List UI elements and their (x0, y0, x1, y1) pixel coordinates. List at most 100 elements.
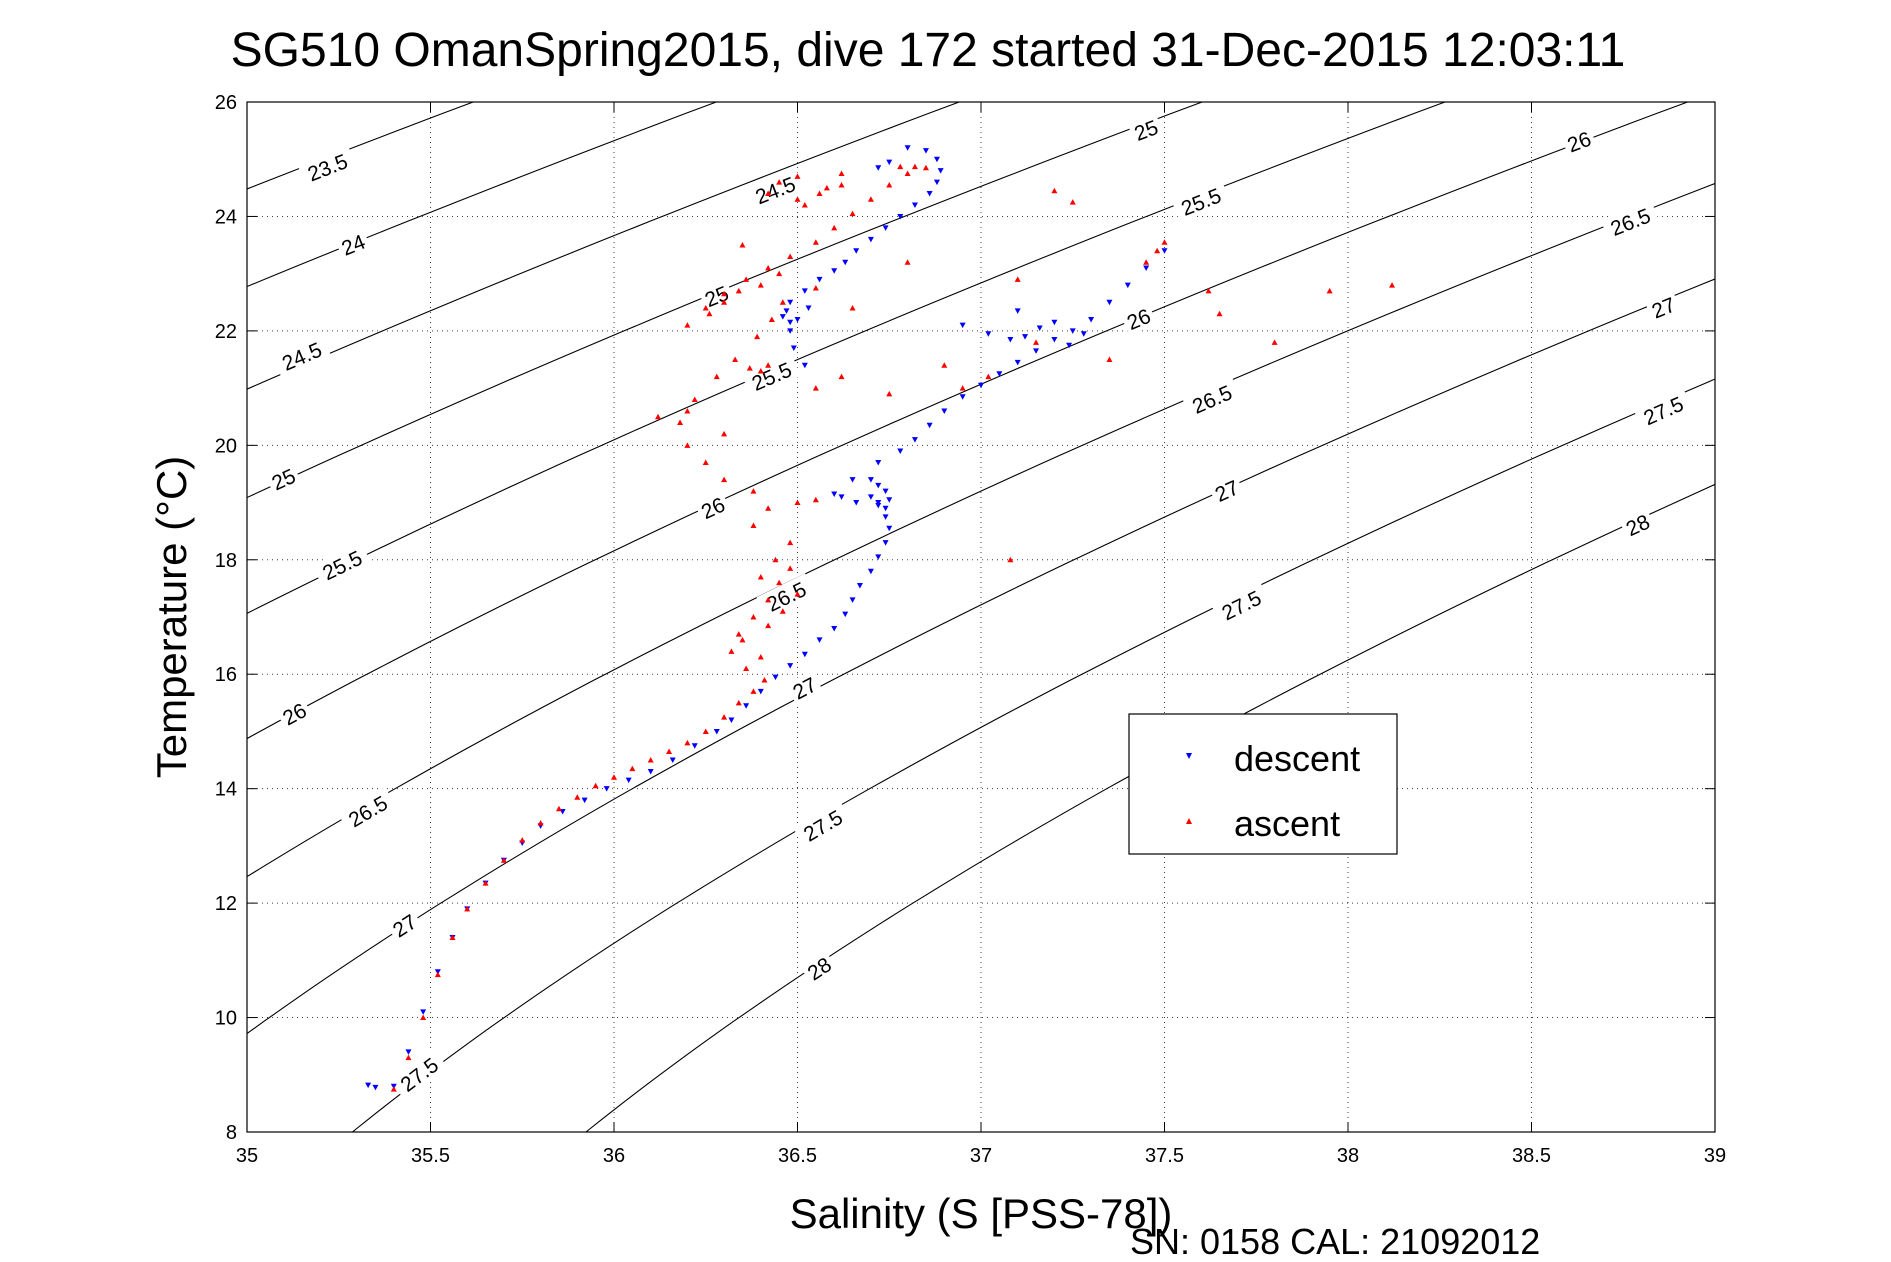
ascent-point (1069, 199, 1076, 205)
y-tick-label: 18 (215, 550, 237, 572)
ascent-point (886, 181, 893, 188)
contour-label-background (1207, 473, 1246, 508)
descent-point (1014, 359, 1021, 366)
ascent-point (776, 270, 783, 277)
ascent-point (537, 820, 544, 826)
ascent-point (750, 522, 757, 528)
y-tick-label: 22 (215, 321, 237, 343)
descent-point (882, 488, 889, 495)
descent-point (933, 156, 940, 163)
descent-point (922, 148, 929, 154)
descent-point (897, 448, 904, 455)
descent-point (882, 514, 889, 520)
descent-point (647, 769, 654, 775)
ascent-point (739, 636, 746, 643)
contour-label-background (745, 168, 805, 211)
descent-point (886, 525, 893, 532)
contour-label-background (334, 227, 372, 261)
ascent-point (647, 757, 654, 763)
contour-label-background (793, 801, 853, 849)
ascent-point (1051, 187, 1058, 194)
ascent-point (434, 971, 441, 978)
x-tick-label: 38 (1337, 1145, 1359, 1167)
descent-point (805, 305, 812, 311)
ascent-point (702, 728, 709, 734)
legend-marker-descent (1186, 753, 1192, 759)
x-tick-label: 37.5 (1145, 1145, 1184, 1167)
descent-point (856, 583, 863, 589)
ascent-point (794, 591, 801, 597)
descent-point (1080, 331, 1087, 337)
ascent-point (735, 699, 742, 706)
descent-point (867, 477, 874, 483)
ascent-point (812, 385, 819, 391)
ascent-point (823, 184, 830, 191)
descent-point (831, 268, 838, 274)
ascent-point (1007, 556, 1014, 563)
descent-point (875, 460, 882, 466)
descent-point (1007, 336, 1014, 343)
descent-point (581, 797, 588, 804)
ascent-point (911, 163, 918, 170)
ascent-point (449, 934, 456, 940)
ascent-point (702, 305, 709, 311)
descent-point (787, 328, 794, 334)
descent-point (911, 202, 918, 208)
descent-point (787, 299, 794, 306)
y-tick-label: 12 (215, 893, 237, 915)
ascent-point (838, 181, 845, 188)
ascent-point (655, 413, 662, 420)
ascent-point (1389, 282, 1396, 288)
x-tick-label: 36.5 (778, 1145, 817, 1167)
descent-point (849, 477, 856, 483)
descent-point (713, 728, 720, 735)
y-axis-label: Temperature (°C) (148, 456, 195, 779)
legend-box (1128, 713, 1398, 855)
descent-point (1033, 348, 1040, 354)
descent-point (882, 505, 889, 512)
ascent-point (816, 190, 823, 197)
legend-label-ascent: ascent (1234, 803, 1340, 844)
ascent-point (750, 614, 757, 620)
ascent-point (706, 310, 713, 317)
ascent-point (772, 556, 779, 563)
ascent-point (1106, 356, 1113, 362)
descent-point (801, 288, 808, 294)
ascent-point (787, 565, 794, 571)
ascent-point (574, 794, 581, 800)
chart-title: SG510 OmanSpring2015, dive 172 started 3… (231, 24, 1626, 77)
descent-point (603, 786, 610, 792)
ascent-point (838, 373, 845, 380)
descent-point (743, 703, 750, 709)
descent-point (625, 777, 632, 784)
y-tick-label: 24 (215, 206, 237, 228)
ascent-point (721, 476, 728, 483)
ascent-point (1216, 310, 1223, 317)
ascent-point (732, 356, 739, 362)
density-contour-line (585, 483, 1715, 1132)
ascent-point (713, 373, 720, 380)
descent-point (978, 382, 984, 389)
descent-point (1106, 299, 1113, 306)
ascent-point (735, 287, 742, 294)
ascent-point (500, 857, 507, 863)
descent-point (933, 179, 940, 186)
descent-point (691, 743, 698, 749)
contour-label-background (264, 461, 302, 496)
descent-point (787, 319, 794, 326)
ascent-point (691, 396, 698, 403)
contour-label-background (1560, 124, 1598, 158)
y-tick-label: 10 (215, 1008, 237, 1030)
ascent-point (739, 242, 746, 248)
axis-ticks: 35 35.5 36 36.5 37 37.5 38 38.5 39 8 10 12 14 16 18 20 2… (215, 92, 1726, 1167)
descent-point (849, 597, 856, 603)
ascent-point (754, 333, 761, 340)
descent-point (1022, 334, 1029, 340)
legend-marker-ascent (1186, 818, 1192, 824)
ascent-point (904, 259, 911, 265)
ascent-point (592, 782, 599, 789)
ascent-point (390, 1086, 397, 1092)
